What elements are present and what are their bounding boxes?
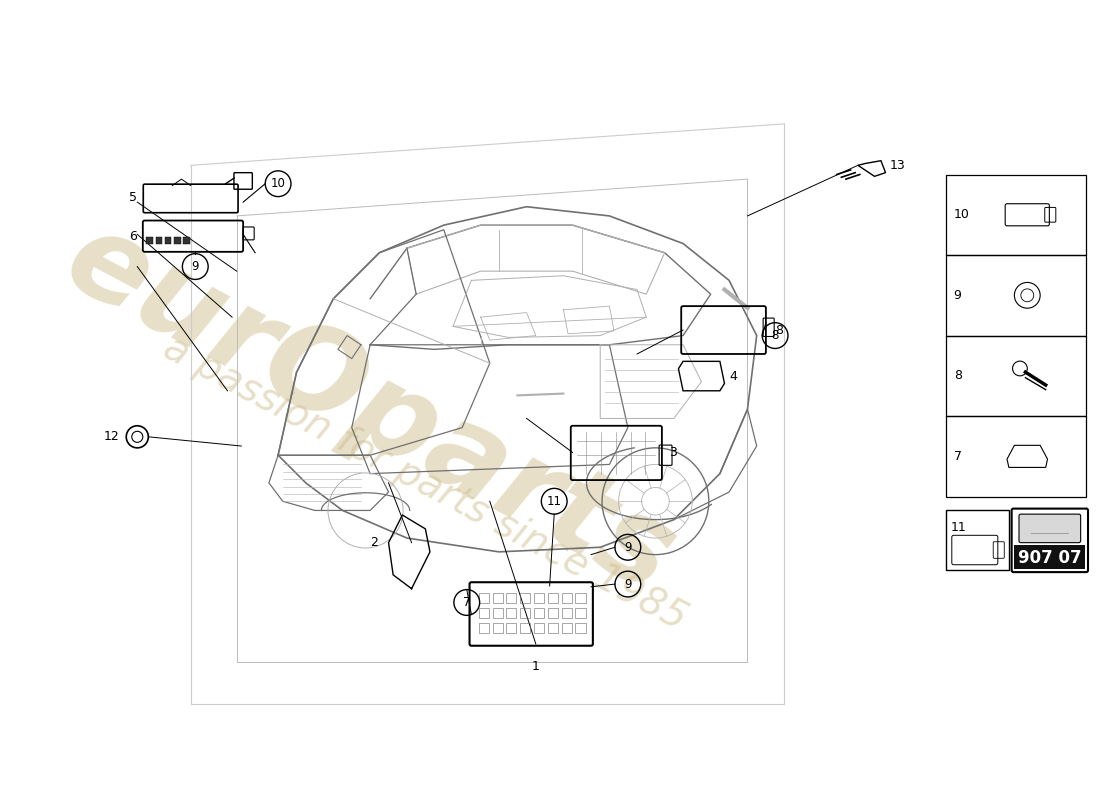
Text: 7: 7 xyxy=(954,450,961,463)
Text: 11: 11 xyxy=(547,494,562,508)
FancyBboxPatch shape xyxy=(156,237,162,243)
Text: 3: 3 xyxy=(669,446,678,459)
Text: 6: 6 xyxy=(130,230,138,242)
Text: 1: 1 xyxy=(532,661,540,674)
Text: 9: 9 xyxy=(191,260,199,273)
Text: 12: 12 xyxy=(104,430,120,443)
Text: 7: 7 xyxy=(463,596,471,609)
Text: 8: 8 xyxy=(771,329,779,342)
Text: 9: 9 xyxy=(624,541,631,554)
Text: 5: 5 xyxy=(130,191,138,204)
FancyBboxPatch shape xyxy=(1014,546,1086,570)
FancyArrowPatch shape xyxy=(226,178,234,184)
Text: 13: 13 xyxy=(890,159,906,172)
Text: eurOparts: eurOparts xyxy=(46,201,694,618)
FancyBboxPatch shape xyxy=(1012,509,1088,572)
FancyBboxPatch shape xyxy=(1019,514,1080,542)
FancyBboxPatch shape xyxy=(165,237,172,243)
FancyBboxPatch shape xyxy=(184,237,189,243)
Text: 10: 10 xyxy=(271,178,286,190)
Text: 907 07: 907 07 xyxy=(1018,550,1081,567)
FancyBboxPatch shape xyxy=(146,237,153,243)
Text: a passion for parts since 1985: a passion for parts since 1985 xyxy=(157,328,693,638)
Text: 9: 9 xyxy=(624,578,631,590)
Text: 2: 2 xyxy=(370,536,377,549)
Text: 11: 11 xyxy=(950,522,967,534)
Text: 9: 9 xyxy=(954,289,961,302)
Text: 8: 8 xyxy=(776,323,783,337)
Text: 4: 4 xyxy=(729,370,737,382)
Text: 8: 8 xyxy=(954,370,961,382)
Text: 10: 10 xyxy=(954,208,969,222)
FancyBboxPatch shape xyxy=(174,237,180,243)
